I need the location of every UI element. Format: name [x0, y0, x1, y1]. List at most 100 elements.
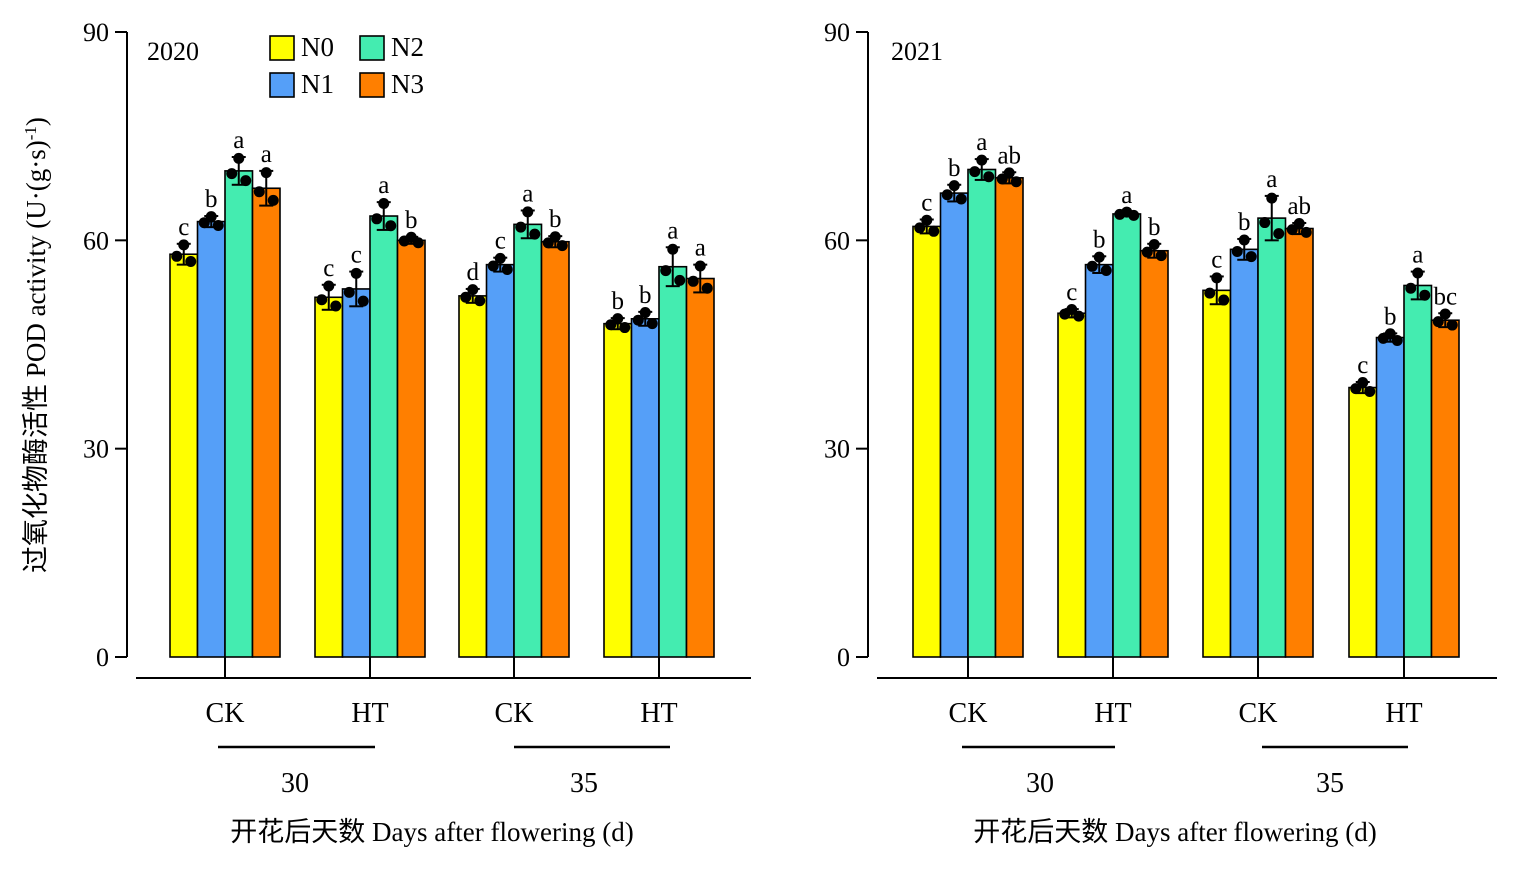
significance-label: a [522, 180, 533, 207]
y-axis-title: 过氧化物酶活性 POD activity (U·(g·s)-1) [21, 117, 51, 573]
legend-swatch-N3 [359, 72, 385, 98]
significance-label: b [1093, 226, 1106, 253]
y-tick-label: 90 [824, 18, 850, 47]
replicate-point [343, 286, 355, 298]
significance-label: a [976, 129, 987, 156]
replicate-point [1405, 282, 1417, 294]
bar-N2 [1112, 213, 1142, 658]
replicate-point [983, 171, 995, 183]
replicate-point [171, 250, 183, 262]
bar-N0 [603, 322, 633, 658]
bar-N0 [169, 253, 199, 658]
replicate-point [205, 211, 217, 223]
panel-title: 2021 [891, 37, 943, 66]
legend-label-N1: N1 [301, 69, 334, 99]
replicate-point [1412, 267, 1424, 279]
significance-label: b [549, 206, 562, 233]
bar-N2 [1257, 217, 1287, 658]
replicate-point [619, 322, 631, 334]
replicate-point [1066, 304, 1078, 315]
replicate-point [639, 307, 651, 319]
significance-label: d [467, 259, 480, 286]
replicate-point [612, 313, 624, 325]
replicate-point [460, 291, 472, 303]
significance-label: ab [1287, 193, 1311, 220]
y-tick-label: 0 [96, 643, 109, 672]
replicate-point [1300, 226, 1312, 238]
significance-label: c [1357, 352, 1368, 379]
bar-N1 [1375, 336, 1405, 658]
replicate-point [233, 152, 245, 164]
replicate-point [1073, 310, 1085, 322]
replicate-point [316, 294, 328, 306]
category-label: CK [949, 698, 988, 729]
replicate-point [1432, 316, 1444, 328]
legend-swatch-N2 [359, 35, 385, 61]
replicate-point [667, 243, 679, 255]
bar-N1 [196, 220, 226, 658]
replicate-point [1010, 176, 1022, 188]
significance-label: a [233, 127, 244, 154]
replicate-point [494, 252, 506, 264]
significance-label: bc [1433, 283, 1457, 310]
significance-label: b [205, 186, 218, 213]
legend-swatch-N1 [269, 72, 295, 98]
replicate-point [1086, 260, 1098, 272]
legend-label-N3: N3 [391, 69, 424, 99]
bar-N0 [458, 295, 488, 658]
replicate-point [178, 239, 190, 251]
significance-label: c [1211, 246, 1222, 273]
legend-label-N2: N2 [391, 32, 424, 62]
significance-label: b [639, 282, 652, 309]
significance-label: a [378, 172, 389, 199]
significance-label: b [1148, 214, 1161, 241]
bar-N0 [1057, 312, 1087, 658]
replicate-point [226, 168, 238, 180]
replicate-point [632, 314, 644, 326]
significance-label: a [261, 141, 272, 168]
significance-label: ab [997, 142, 1021, 169]
bar-N1 [1229, 248, 1259, 658]
significance-label: c [1066, 279, 1077, 306]
replicate-point [378, 198, 390, 210]
replicate-point [529, 228, 541, 240]
replicate-point [515, 221, 527, 233]
significance-label: c [495, 228, 506, 255]
replicate-point [1211, 272, 1223, 284]
legend: N0 N1 N2 N3 [269, 32, 424, 99]
y-tick-label: 90 [83, 18, 109, 47]
replicate-point [948, 180, 960, 192]
replicate-point [1141, 246, 1153, 258]
replicate-point [674, 274, 686, 286]
replicate-point [185, 256, 197, 268]
replicate-point [1293, 218, 1305, 230]
significance-label: b [1238, 209, 1251, 236]
replicate-point [976, 154, 988, 166]
bar-N3 [1430, 319, 1460, 658]
group-label: 35 [570, 768, 598, 799]
bar-N1 [1084, 263, 1114, 658]
bar-N1 [939, 192, 969, 658]
replicate-point [1238, 234, 1250, 246]
bar-N3 [994, 177, 1024, 658]
significance-label: c [178, 214, 189, 241]
significance-label: c [323, 255, 334, 282]
replicate-point [487, 260, 499, 272]
bar-N1 [630, 318, 660, 658]
replicate-point [1155, 250, 1167, 262]
category-label: HT [1385, 698, 1422, 729]
replicate-point [694, 260, 706, 272]
replicate-point [474, 295, 486, 307]
panel-title: 2020 [147, 37, 199, 66]
replicate-point [1204, 287, 1216, 299]
y-tick-label: 60 [83, 226, 109, 255]
bar-N2 [1403, 284, 1433, 658]
replicate-point [1273, 228, 1285, 240]
y-tick-label: 0 [837, 643, 850, 672]
replicate-point [330, 300, 342, 312]
legend-swatch-N0 [269, 35, 295, 61]
replicate-point [701, 282, 713, 294]
